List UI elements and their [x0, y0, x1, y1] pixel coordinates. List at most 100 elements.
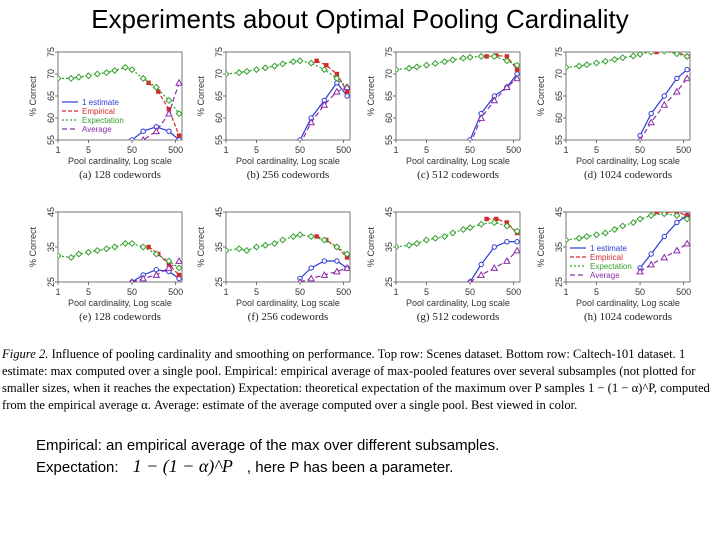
series-line-empirical	[486, 54, 518, 70]
y-axis-label: % Correct	[366, 227, 376, 268]
data-point	[343, 250, 350, 258]
data-point	[84, 72, 92, 80]
data-point	[413, 239, 421, 248]
plot-frame	[395, 211, 521, 283]
series-line-empirical	[656, 52, 688, 57]
data-point	[333, 74, 341, 82]
plot-frame	[57, 51, 183, 141]
y-tick-label: 55	[214, 135, 224, 145]
data-point	[503, 83, 511, 91]
data-point	[673, 246, 681, 254]
panel-title: (f) 256 codewords	[248, 311, 329, 323]
data-point	[165, 257, 173, 265]
data-point	[575, 234, 583, 242]
data-point	[271, 62, 279, 70]
data-point	[566, 236, 570, 244]
data-point	[252, 66, 260, 74]
data-point	[128, 239, 136, 248]
caption-lead: Figure 2.	[2, 347, 49, 361]
definition-expectation: Expectation: 1 − (1 − α)^P , here P has be…	[36, 456, 499, 478]
data-point	[146, 244, 151, 250]
data-point	[111, 243, 119, 251]
series-group	[396, 52, 520, 140]
chart-panel-8: 25 35 45 1 5 50 500 % Correct Pool cardinality, …	[536, 207, 691, 323]
data-point	[176, 133, 182, 138]
series-group	[396, 216, 520, 282]
series-line-empirical	[316, 235, 348, 258]
y-tick-label: 60	[214, 113, 224, 123]
data-point	[343, 83, 350, 91]
data-point	[261, 241, 269, 249]
y-tick-label: 25	[384, 277, 394, 287]
x-tick-label: 50	[127, 287, 137, 297]
data-point	[459, 225, 467, 234]
data-point	[67, 74, 75, 82]
panel-title: (c) 512 codewords	[417, 169, 499, 181]
data-point	[490, 263, 499, 271]
data-point	[514, 239, 520, 245]
data-point	[321, 258, 327, 264]
data-point	[664, 48, 668, 52]
y-tick-label: 75	[384, 47, 394, 57]
data-point	[243, 246, 251, 255]
x-tick-label: 1	[393, 145, 398, 155]
data-point	[683, 74, 690, 82]
data-point	[583, 61, 591, 69]
x-axis-label: Pool cardinality, Log scale	[406, 156, 510, 166]
data-point	[654, 52, 659, 55]
x-tick-label: 1	[55, 145, 60, 155]
data-point	[592, 231, 600, 239]
data-point	[490, 52, 498, 60]
data-point	[175, 78, 182, 86]
data-point	[279, 236, 287, 244]
y-tick-label: 45	[46, 207, 56, 217]
data-point	[674, 219, 680, 226]
series-line-average	[301, 86, 348, 140]
panel-title: (h) 1024 codewords	[584, 311, 672, 323]
data-point	[513, 74, 520, 82]
y-tick-label: 25	[46, 277, 56, 287]
data-point	[647, 52, 655, 56]
x-tick-label: 5	[254, 287, 259, 297]
data-point	[271, 239, 279, 248]
slide-title: Experiments about Optimal Pooling Cardin…	[91, 4, 629, 34]
data-point	[334, 71, 340, 77]
series-line-empirical	[148, 246, 180, 276]
data-point	[467, 277, 473, 282]
legend-entry: Expectation	[590, 262, 632, 271]
x-tick-label: 50	[635, 287, 645, 297]
data-point	[494, 216, 499, 222]
data-point	[477, 270, 486, 278]
data-point	[459, 54, 467, 62]
y-tick-label: 45	[214, 207, 224, 217]
data-point	[296, 231, 304, 239]
y-axis-label: % Correct	[28, 227, 38, 268]
x-tick-label: 500	[676, 145, 691, 155]
data-point	[683, 239, 690, 247]
panel-title: (a) 128 codewords	[79, 169, 161, 181]
data-point	[289, 232, 297, 241]
y-axis-label: % Correct	[28, 76, 38, 117]
data-point	[146, 80, 151, 85]
data-point	[513, 246, 520, 254]
data-point	[297, 137, 303, 140]
data-point	[477, 113, 486, 121]
y-tick-label: 70	[46, 69, 56, 79]
y-tick-label: 35	[214, 242, 224, 252]
x-tick-label: 1	[223, 287, 228, 297]
data-point	[684, 66, 690, 73]
data-point	[166, 107, 172, 112]
data-point	[320, 236, 328, 244]
data-point	[477, 52, 485, 60]
x-axis-label: Pool cardinality, Log scale	[68, 156, 172, 166]
data-point	[103, 69, 111, 77]
data-point	[67, 253, 75, 262]
data-point	[165, 109, 173, 117]
plot-frame	[225, 211, 351, 283]
data-point	[139, 74, 147, 82]
data-point	[165, 263, 173, 271]
data-point	[491, 244, 497, 250]
chart-panel-5: 25 35 45 1 5 50 500 % Correct Pool cardinality, …	[28, 207, 183, 323]
data-point	[129, 277, 135, 282]
